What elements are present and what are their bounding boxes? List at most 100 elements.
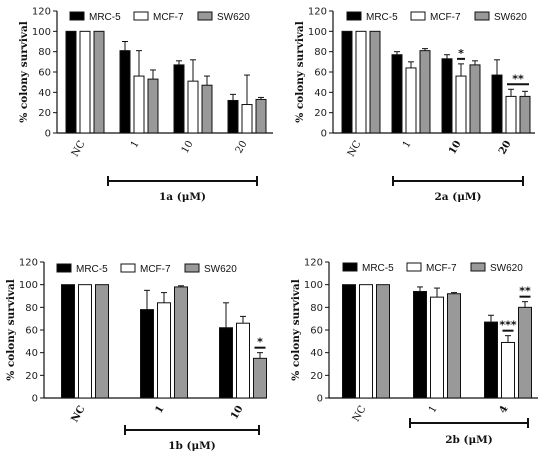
bar-sw620-10: [469, 64, 481, 134]
bar-mrc-5-1: [391, 54, 403, 134]
bar-sw620-nc: [369, 30, 381, 134]
bar-mrc-5-1: [140, 309, 154, 399]
bar-sw620-1: [447, 293, 461, 399]
bar-mcf-7-1: [133, 75, 145, 134]
bar-mrc-5-nc: [341, 30, 353, 134]
bar-sw620-20: [519, 95, 531, 134]
legend-swatch-sw620: [197, 11, 213, 21]
x-tick-label: 20: [234, 139, 250, 156]
legend-label: MCF-7: [140, 264, 171, 275]
y-tick-label: 80: [25, 303, 38, 314]
x-tick-label: 4: [498, 404, 511, 416]
x-tick-label: NC: [70, 139, 88, 159]
bar-mrc-5-10: [441, 58, 453, 134]
legend-label: MCF-7: [426, 263, 457, 274]
y-tick-label: 60: [25, 326, 38, 337]
x-tick-label: 10: [180, 139, 196, 156]
bar-mcf-7-nc: [78, 284, 92, 399]
x-tick-label: 1: [401, 139, 414, 150]
significance-label: **: [512, 72, 524, 85]
y-tick-label: 20: [314, 108, 327, 119]
legend-label: MRC-5: [76, 264, 108, 275]
legend-swatch-mcf-7: [133, 11, 149, 21]
legend-swatch-sw620: [474, 11, 490, 21]
legend-swatch-mcf-7: [406, 262, 422, 272]
legend-label: MRC-5: [362, 263, 394, 274]
panel-2a: 0 20 40 60 80 100 120% colony survival NC 1 10 20 *…: [294, 7, 535, 203]
y-tick-label: 120: [308, 7, 327, 18]
legend-swatch-mcf-7: [120, 263, 136, 273]
x-tick-label: 1: [154, 404, 167, 416]
y-tick-label: 0: [45, 129, 51, 140]
y-tick-label: 20: [38, 108, 51, 119]
legend-swatch-mrc-5: [69, 11, 85, 21]
bar-mcf-7-nc: [355, 30, 367, 134]
legend-label: SW620: [490, 263, 523, 274]
bar-sw620-10: [201, 84, 213, 134]
y-tick-label: 80: [38, 47, 51, 58]
y-tick-label: 60: [314, 68, 327, 79]
y-tick-label: 100: [304, 280, 323, 291]
y-tick-label: 40: [25, 348, 38, 359]
bar-mrc-5-10: [219, 327, 233, 399]
legend-swatch-mrc-5: [56, 263, 72, 273]
legend-swatch-mrc-5: [346, 11, 362, 21]
group-label: 2b (μM): [445, 434, 493, 446]
bar-mcf-7-1: [430, 296, 444, 399]
bar-sw620-1: [174, 286, 188, 399]
bar-mrc-5-nc: [61, 284, 75, 399]
y-tick-label: 100: [308, 27, 327, 38]
y-tick-label: 80: [314, 47, 327, 58]
y-tick-label: 120: [19, 258, 38, 269]
y-tick-label: 0: [32, 394, 38, 405]
y-tick-label: 100: [19, 280, 38, 291]
panel-1a: 0 20 40 60 80 100 120% colony survival NC 1 10 20 1…: [18, 7, 273, 203]
x-tick-label: NC: [70, 404, 88, 424]
bar-mrc-5-nc: [342, 284, 356, 399]
bar-mrc-5-20: [491, 74, 503, 134]
group-label: 2a (μM): [434, 191, 481, 203]
bar-mrc-5-1: [119, 50, 131, 134]
y-tick-label: 40: [310, 348, 323, 359]
y-tick-label: 20: [310, 371, 323, 382]
x-tick-label: 1: [129, 139, 142, 150]
bar-mrc-5-nc: [65, 30, 77, 134]
y-tick-label: 100: [32, 27, 51, 38]
bar-sw620-1: [147, 78, 159, 134]
y-tick-label: 40: [314, 88, 327, 99]
bar-sw620-20: [255, 98, 267, 134]
group-label: 1a (μM): [159, 191, 206, 203]
y-tick-label: 40: [38, 88, 51, 99]
bar-mcf-7-20: [241, 104, 253, 134]
bar-mcf-7-4: [501, 341, 515, 399]
y-tick-label: 60: [38, 68, 51, 79]
bar-sw620-4: [518, 306, 532, 399]
legend-swatch-mrc-5: [342, 262, 358, 272]
x-tick-label: 10: [447, 139, 464, 157]
significance-label: **: [519, 285, 531, 298]
legend-label: SW620: [204, 264, 237, 275]
bar-mcf-7-nc: [359, 284, 373, 399]
y-tick-label: 20: [25, 371, 38, 382]
x-tick-label: 10: [229, 404, 246, 422]
panel-1b: 0 20 40 60 80 100 120% colony survival NC 1 10 * 1b…: [5, 258, 267, 452]
bar-sw620-nc: [376, 284, 390, 399]
y-tick-label: 0: [321, 129, 327, 140]
bar-sw620-nc: [93, 30, 105, 134]
bar-mcf-7-nc: [79, 30, 91, 134]
y-axis-label: % colony survival: [5, 279, 17, 380]
bar-mrc-5-10: [173, 64, 185, 134]
bar-sw620-10: [253, 357, 267, 399]
y-tick-label: 120: [304, 258, 323, 269]
x-tick-label: 20: [497, 139, 514, 157]
legend-label: MRC-5: [366, 12, 398, 23]
x-tick-label: NC: [346, 139, 364, 159]
legend-label: MRC-5: [89, 12, 121, 23]
significance-label: ***: [499, 319, 517, 332]
x-tick-label: NC: [351, 404, 369, 424]
y-axis-label: % colony survival: [294, 21, 306, 122]
bar-mcf-7-20: [505, 95, 517, 134]
legend-swatch-mcf-7: [410, 11, 426, 21]
